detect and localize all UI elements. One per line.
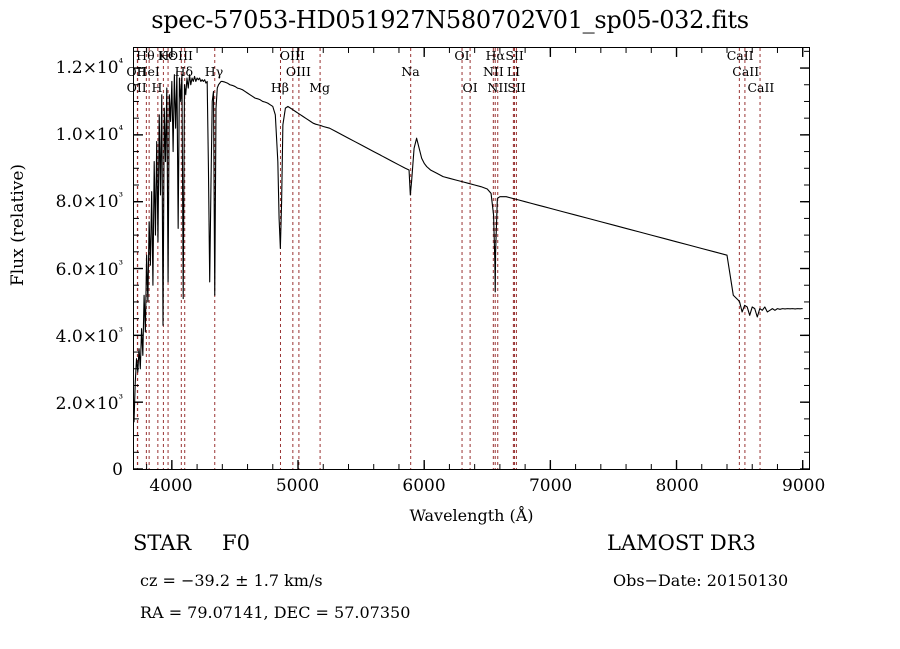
x-axis-tick-label: 6000	[402, 476, 446, 496]
y-axis-tick-label: 6.0×10³	[55, 257, 123, 280]
survey-label: LAMOST DR3	[607, 531, 756, 555]
page-title: spec-57053-HD051927N580702V01_sp05-032.f…	[151, 6, 749, 34]
spectrum-canvas	[134, 48, 809, 469]
y-axis-tick-label: 8.0×10³	[55, 190, 123, 213]
spectral-class-label: F0	[222, 531, 250, 555]
coordinates-label: RA = 79.07141, DEC = 57.07350	[140, 603, 411, 622]
x-axis-tick-label: 7000	[528, 476, 573, 496]
x-axis-ticks: 4000 5000 6000 7000 8000 9000	[133, 476, 825, 502]
plot-frame	[133, 47, 810, 470]
object-type-label: STAR	[133, 531, 192, 555]
y-axis-tick-label: 4.0×10³	[55, 324, 123, 347]
metadata-footer: STAR F0 LAMOST DR3 cz = −39.2 ± 1.7 km/s…	[0, 525, 900, 645]
x-axis-tick-label: 5000	[275, 476, 320, 496]
y-axis-tick-label: 1.0×10⁴	[55, 123, 123, 146]
x-axis-tick-label: 8000	[655, 476, 699, 496]
redshift-velocity-label: cz = −39.2 ± 1.7 km/s	[140, 571, 323, 590]
y-axis-tick-label: 2.0×10³	[55, 392, 123, 414]
y-axis-ticks: 0 2.0×10³ 4.0×10³ 6.0×10³ 8.0×10³ 1.0×10⁴ 1.2×…	[0, 47, 129, 480]
obs-date-label: Obs−Date: 20150130	[613, 571, 789, 590]
y-axis-tick-label: 1.2×10⁴	[55, 56, 123, 78]
x-axis-tick-label: 9000	[782, 476, 826, 496]
x-axis-tick-label: 4000	[149, 476, 193, 496]
x-axis-title: Wavelength (Å)	[409, 506, 534, 525]
y-axis-tick-label: 0	[112, 460, 123, 480]
